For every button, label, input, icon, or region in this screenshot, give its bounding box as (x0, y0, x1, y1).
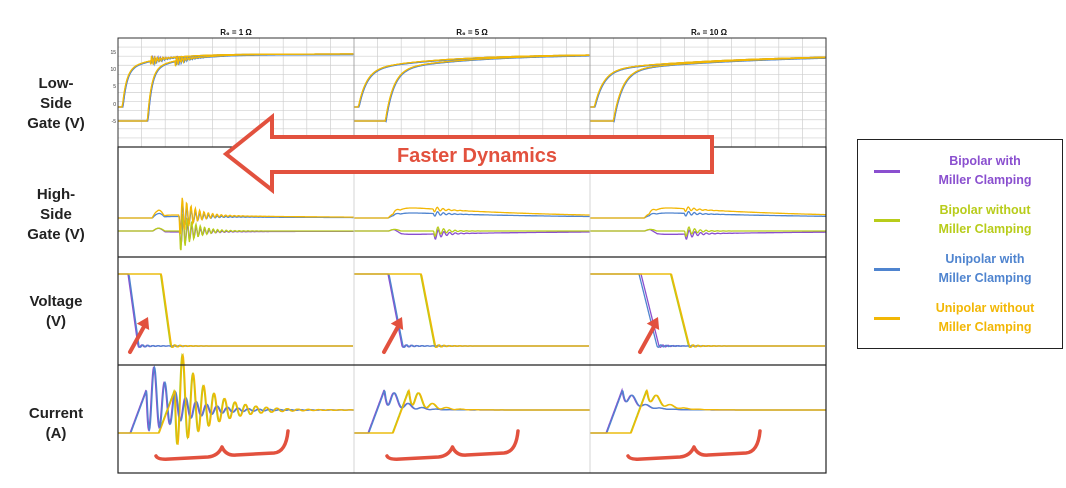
arrowhead-icon (646, 317, 660, 330)
row-label-line: Side (40, 206, 72, 223)
legend-swatch (874, 219, 900, 222)
arrowhead-icon (390, 317, 404, 330)
brace-icon (154, 429, 290, 461)
low-side-gate-trace (354, 54, 590, 122)
rising-arrow-icon (638, 321, 658, 354)
voltage-trace (118, 273, 268, 348)
legend-text: Unipolar without Miller Clamping (910, 299, 1060, 337)
column-title-3: R₆ = 10 Ω (691, 28, 728, 37)
low-side-gate-y-ticks: 15 10 5 0 -5 (110, 50, 116, 125)
row-label-high-side-gate: High- Side Gate (V) (0, 185, 112, 245)
legend-line-1: Unipolar with (945, 252, 1025, 266)
arrowhead-icon (136, 317, 150, 330)
high-side-gate-trace (590, 210, 826, 219)
current-trace (590, 388, 826, 434)
low-side-gate-trace (590, 56, 826, 122)
high-side-gate-trace (590, 206, 826, 219)
row-label-line: High- (36, 186, 76, 203)
legend: Bipolar with Miller Clamping Bipolar wit… (857, 139, 1063, 349)
row-label-line: (A) (45, 425, 67, 442)
legend-swatch (874, 268, 900, 271)
current-trace (590, 389, 826, 434)
low-side-gate-trace (590, 56, 826, 122)
current-trace (354, 388, 590, 434)
row-label-low-side-gate: Low- Side Gate (V) (0, 74, 112, 134)
high-side-gate-trace (118, 221, 354, 246)
legend-item-bipolar-with: Bipolar with Miller Clamping (858, 150, 1062, 194)
row-label-line: Voltage (29, 293, 83, 310)
row-label-line: Gate (V) (27, 226, 85, 243)
faster-dynamics-arrow: Faster Dynamics (222, 112, 714, 195)
brace-icon (385, 429, 520, 461)
voltage-trace (590, 273, 740, 349)
panel-divider (589, 364, 827, 474)
rising-arrow-icon (128, 321, 148, 354)
waveform-traces (118, 53, 826, 446)
high-side-gate-trace (354, 206, 590, 219)
column-title-1: R₆ = 1 Ω (220, 28, 252, 37)
row-label-current: Current (A) (0, 404, 112, 444)
faster-dynamics-label: Faster Dynamics (397, 145, 557, 167)
annotations (128, 317, 762, 461)
legend-swatch (874, 170, 900, 173)
legend-line-2: Miller Clamping (938, 271, 1032, 285)
legend-item-bipolar-without: Bipolar without Miller Clamping (858, 199, 1062, 243)
y-tick-label: 5 (113, 84, 116, 90)
high-side-gate-trace (354, 210, 590, 219)
high-side-gate-trace (118, 213, 354, 251)
faster-dynamics-arrow-shape (222, 112, 714, 195)
legend-line-2: Miller Clamping (938, 320, 1032, 334)
current-trace (354, 389, 590, 434)
low-side-gate-trace (590, 56, 826, 122)
high-side-gate-trace (590, 226, 826, 238)
legend-line-1: Unipolar without (935, 301, 1035, 315)
y-tick-label: -5 (112, 119, 117, 125)
legend-item-unipolar-without: Unipolar without Miller Clamping (858, 297, 1062, 341)
current-trace (354, 389, 590, 434)
voltage-trace (590, 273, 740, 349)
voltage-trace (354, 273, 504, 349)
y-tick-label: 0 (113, 102, 116, 108)
row-label-line: (V) (46, 313, 66, 330)
legend-line-2: Miller Clamping (938, 222, 1032, 236)
voltage-trace (590, 273, 740, 349)
legend-text: Bipolar without Miller Clamping (910, 201, 1060, 239)
legend-text: Bipolar with Miller Clamping (910, 152, 1060, 190)
row-label-line: Side (40, 95, 72, 112)
row-label-line: Gate (V) (27, 115, 85, 132)
high-side-gate-trace (118, 197, 354, 235)
column-title-2: R₆ = 5 Ω (456, 28, 488, 37)
panel-divider (117, 256, 355, 366)
legend-line-1: Bipolar without (939, 203, 1031, 217)
current-trace (590, 387, 826, 434)
column-titles: R₆ = 1 Ω R₆ = 5 Ω R₆ = 10 Ω (220, 28, 727, 37)
panel-border (117, 146, 827, 474)
legend-line-1: Bipolar with (949, 154, 1021, 168)
legend-swatch (874, 317, 900, 320)
high-side-gate-trace (354, 226, 590, 238)
legend-line-2: Miller Clamping (938, 173, 1032, 187)
legend-text: Unipolar with Miller Clamping (910, 250, 1060, 288)
y-tick-label: 10 (110, 67, 116, 73)
panel-divider (353, 256, 591, 366)
panel-divider (589, 256, 827, 366)
current-trace (590, 389, 826, 434)
voltage-trace (590, 273, 740, 348)
row-label-line: Current (28, 405, 84, 422)
current-trace (118, 365, 354, 434)
row-label-line: Low- (38, 75, 74, 92)
rising-arrow-icon (382, 321, 402, 354)
brace-icon (626, 429, 762, 461)
current-trace (354, 389, 590, 434)
row-label-voltage: Voltage (V) (0, 292, 112, 332)
low-side-gate-trace (118, 53, 354, 122)
y-tick-label: 15 (110, 50, 116, 56)
legend-item-unipolar-with: Unipolar with Miller Clamping (858, 248, 1062, 292)
high-side-gate-trace (118, 205, 354, 230)
current-trace (118, 352, 355, 446)
